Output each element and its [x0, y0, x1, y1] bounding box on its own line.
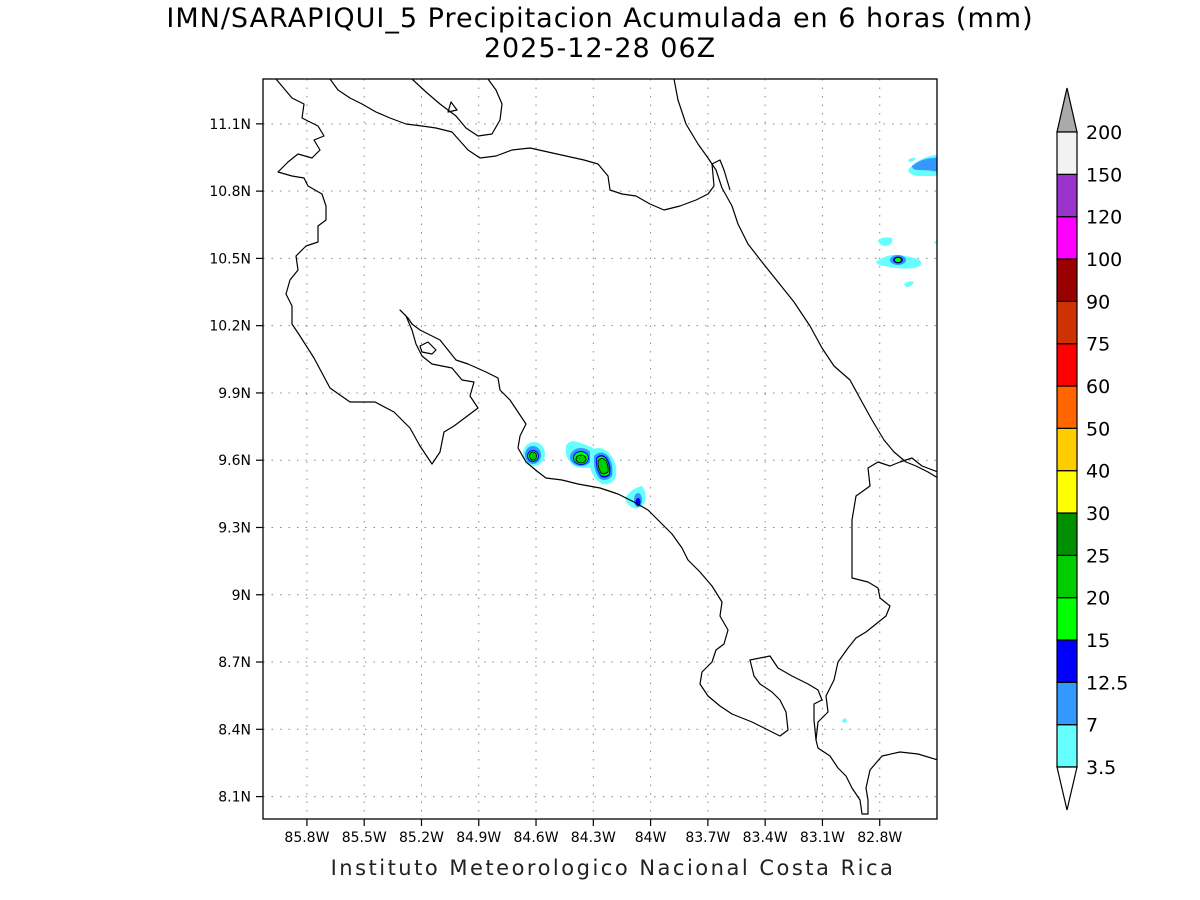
north-border-and-pacific-coast [275, 79, 479, 465]
colorbar-bin [1056, 470, 1078, 514]
lat-lon-grid [263, 79, 937, 819]
y-tick-label: 9.9N [218, 386, 251, 402]
y-tick-label: 9N [232, 588, 251, 604]
y-tick-label: 8.7N [218, 655, 251, 671]
x-tick-label: 85.5W [342, 830, 387, 846]
y-tick-label: 8.4N [218, 722, 251, 738]
nicoya-gulf-island [419, 341, 437, 355]
map-frame [262, 78, 938, 820]
x-tick-label: 85.2W [399, 830, 444, 846]
colorbar-bin [1056, 597, 1078, 641]
colorbar-label: 90 [1086, 291, 1110, 313]
x-tick-label: 85.8W [284, 830, 329, 846]
x-tick-label: 84.3W [571, 830, 616, 846]
colorbar-bin [1056, 385, 1078, 429]
x-tick-label: 84W [635, 830, 667, 846]
colorbar-label: 15 [1086, 630, 1110, 652]
colorbar-label: 40 [1086, 461, 1110, 483]
lake-island [447, 101, 458, 113]
x-tick-label: 83.1W [800, 830, 845, 846]
precip-cell-east [590, 448, 617, 485]
x-tick-label: 83.4W [743, 830, 788, 846]
colorbar-label: 75 [1086, 334, 1110, 356]
x-tick-label: 84.6W [514, 830, 559, 846]
y-tick-label: 10.5N [209, 251, 251, 267]
colorbar-label: 120 [1086, 207, 1122, 229]
colorbar-label: 3.5 [1086, 757, 1116, 779]
colorbar-label: 50 [1086, 418, 1110, 440]
x-tick-label: 82.8W [857, 830, 902, 846]
colorbar-label: 25 [1086, 545, 1110, 567]
colorbar-bin [1056, 216, 1078, 260]
coastline-layer [275, 79, 937, 815]
colorbar-label: 12.5 [1086, 672, 1128, 694]
y-tick-label: 10.8N [209, 184, 251, 200]
colorbar-bin [1056, 343, 1078, 387]
colorbar-bin [1056, 554, 1078, 599]
map-title: IMN/SARAPIQUI_5 Precipitacion Acumulada … [166, 3, 1034, 34]
colorbar-under-arrow [1056, 766, 1078, 811]
colorbar-bin [1056, 512, 1078, 556]
colorbar-label: 20 [1086, 588, 1110, 610]
colorbar-label: 60 [1086, 376, 1110, 398]
colorbar-bin [1056, 681, 1078, 726]
caribbean-coast [673, 79, 937, 479]
precip-cell-west [523, 442, 545, 466]
precip-cell-caribbean [876, 237, 937, 287]
precipitation-layer [523, 154, 937, 723]
lake-north-shore [411, 79, 503, 137]
colorbar-bin [1056, 173, 1078, 218]
colorbar: 3.5 7 12.5 15 20 25 30 40 50 60 75 90 100 120 150 200 [1056, 87, 1128, 811]
colorbar-bin [1056, 427, 1078, 472]
colorbar-label: 30 [1086, 503, 1110, 525]
x-tick-label: 84.9W [456, 830, 501, 846]
map-subtitle: 2025-12-28 06Z [483, 33, 717, 64]
precip-speck [842, 718, 847, 723]
colorbar-label: 200 [1086, 122, 1122, 144]
y-tick-label: 10.2N [209, 319, 251, 335]
nicaragua-lake-coast [329, 79, 731, 211]
precip-cell-northeast [908, 154, 937, 176]
map-footer: Instituto Meteorologico Nacional Costa R… [330, 856, 896, 880]
colorbar-bin [1056, 300, 1078, 345]
axis-ticks: 85.8W 85.5W 85.2W 84.9W 84.6W 84.3W 84W 83.7W 83… [209, 117, 902, 846]
precip-cell-central [565, 441, 600, 468]
colorbar-bin [1056, 639, 1078, 683]
colorbar-bin [1056, 131, 1078, 175]
colorbar-bin [1056, 724, 1078, 768]
gulf-of-nicoya-coast-and-southern-pacific [399, 309, 937, 815]
colorbar-label: 150 [1086, 164, 1122, 186]
colorbar-label: 100 [1086, 249, 1122, 271]
y-tick-label: 8.1N [218, 790, 251, 806]
colorbar-label: 7 [1086, 715, 1098, 737]
y-tick-label: 9.3N [218, 520, 251, 536]
y-tick-label: 9.6N [218, 453, 251, 469]
panama-border [815, 457, 937, 741]
colorbar-over-arrow [1056, 87, 1078, 133]
x-tick-label: 83.7W [685, 830, 730, 846]
colorbar-bin [1056, 258, 1078, 302]
y-tick-label: 11.1N [209, 117, 251, 133]
